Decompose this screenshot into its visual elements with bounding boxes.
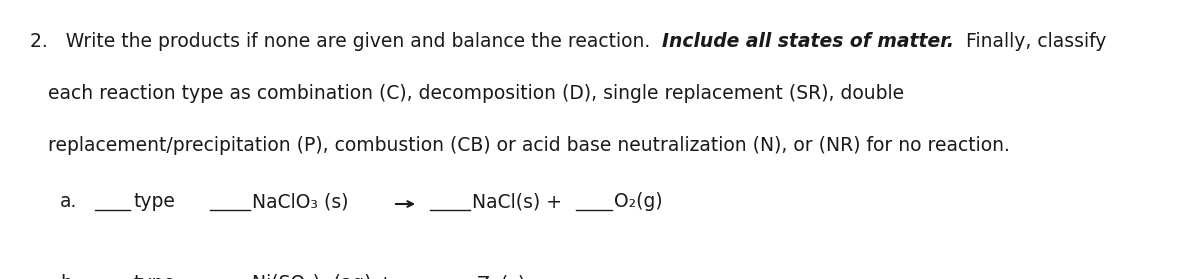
Text: each reaction type as combination (C), decomposition (D), single replacement (SR: each reaction type as combination (C), d…	[48, 84, 904, 103]
Text: Zn(s): Zn(s)	[476, 274, 526, 279]
Text: replacement/precipitation (P), combustion (CB) or acid base neutralization (N), : replacement/precipitation (P), combustio…	[48, 136, 1010, 155]
Text: 2.   Write the products if none are given and balance the reaction.: 2. Write the products if none are given …	[30, 32, 662, 51]
Text: b.: b.	[60, 274, 78, 279]
Text: type: type	[133, 192, 175, 211]
Text: NaClO₃ (s): NaClO₃ (s)	[252, 192, 348, 211]
Text: a.: a.	[60, 192, 77, 211]
Text: Include all states of matter.: Include all states of matter.	[662, 32, 954, 51]
Text: Ni(SO₃)₂ (aq) +: Ni(SO₃)₂ (aq) +	[252, 274, 394, 279]
Text: O₂(g): O₂(g)	[614, 192, 662, 211]
Text: Finally, classify: Finally, classify	[954, 32, 1106, 51]
Text: type: type	[133, 274, 175, 279]
Text: NaCl(s) +: NaCl(s) +	[472, 192, 562, 211]
